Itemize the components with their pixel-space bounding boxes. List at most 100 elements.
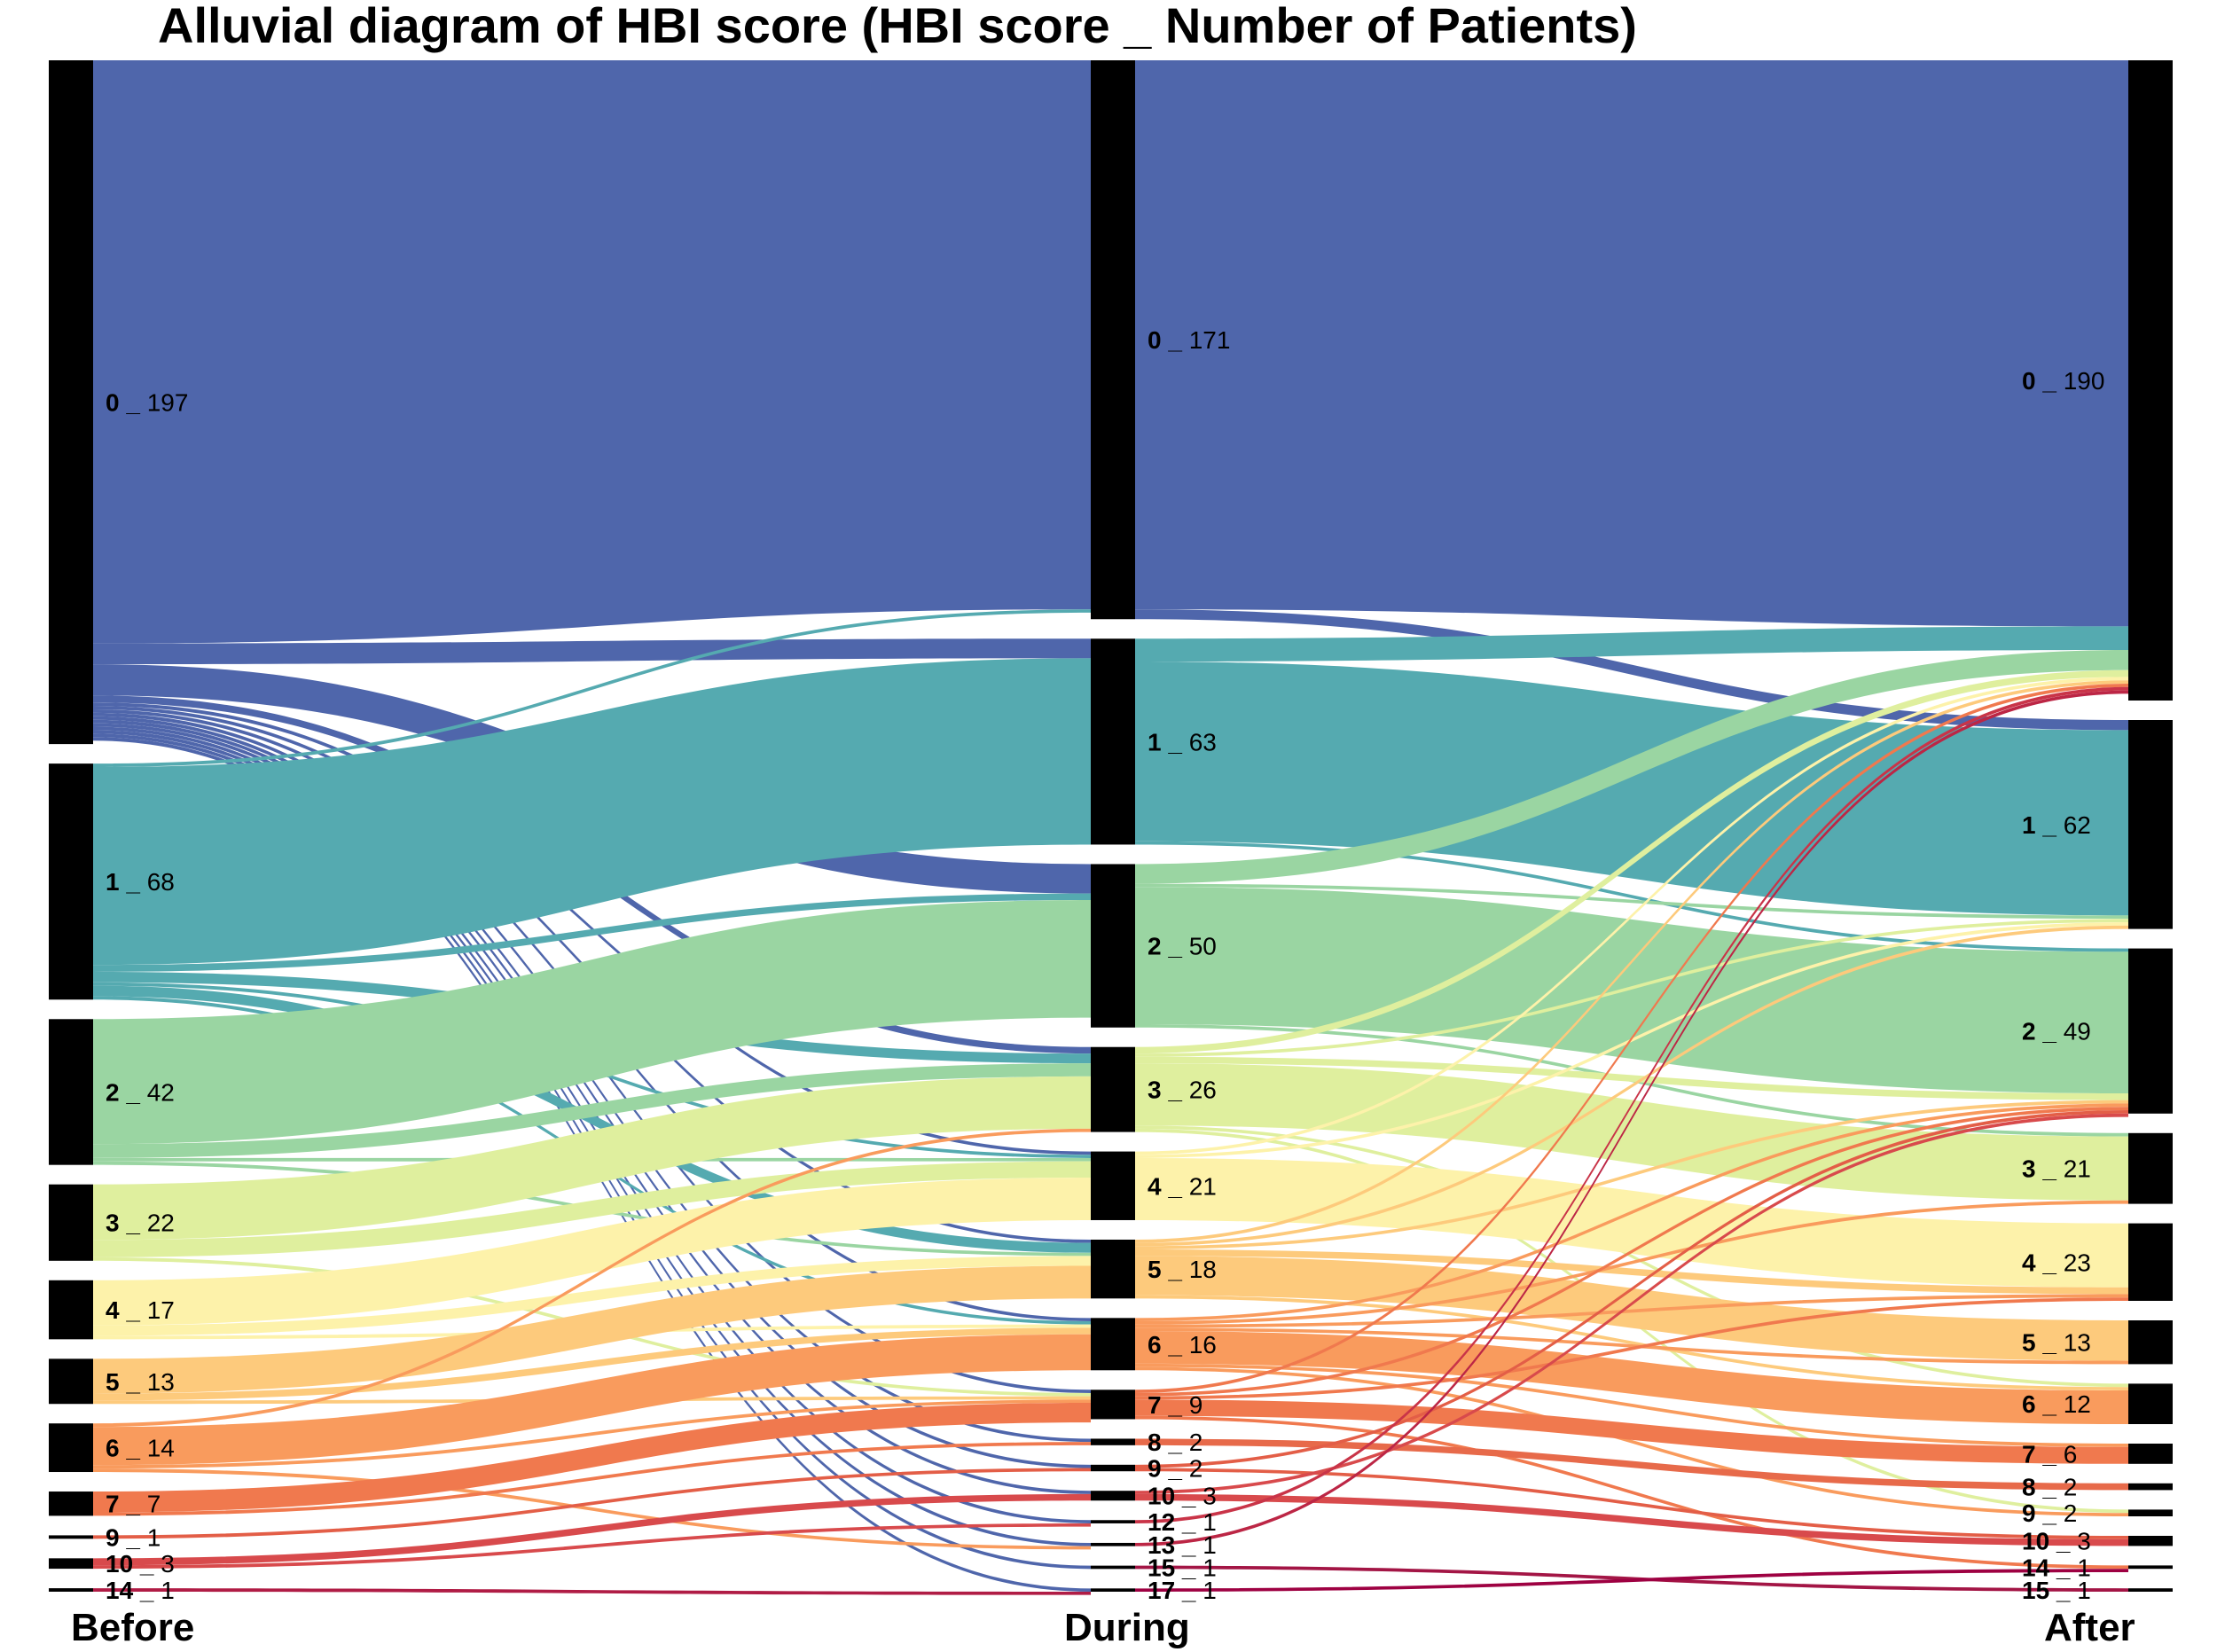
flow-during-after-5-to-0 <box>1135 680 2128 1243</box>
node-count-during-0: 171 <box>1189 326 1231 354</box>
node-after-1 <box>2128 720 2173 929</box>
node-label-during-0: 0 _ 171 <box>1148 326 1230 354</box>
node-during-13 <box>1091 1542 1135 1546</box>
node-score-during-0: 0 _ <box>1148 326 1189 354</box>
node-label-before-5: 5 _ 13 <box>106 1368 175 1396</box>
flow-before-during-0-to-1 <box>93 638 1091 665</box>
flow-before-during-6-to-6 <box>93 1334 1091 1466</box>
node-score-after-6: 6 _ <box>2022 1390 2064 1418</box>
node-label-before-3: 3 _ 22 <box>106 1210 175 1237</box>
node-before-2 <box>49 1019 93 1165</box>
node-label-during-7: 7 _ 9 <box>1148 1391 1203 1419</box>
node-before-10 <box>49 1558 93 1570</box>
node-count-after-15: 1 <box>2077 1577 2091 1604</box>
flow-during-after-10-to-10 <box>1135 1493 2128 1546</box>
node-label-after-9: 9 _ 2 <box>2022 1499 2077 1527</box>
flow-before-during-3-to-3 <box>93 1076 1091 1241</box>
node-label-during-17: 17 _ 1 <box>1148 1577 1217 1604</box>
flow-before-during-7-to-8 <box>93 1442 1091 1516</box>
node-score-before-2: 2 _ <box>106 1078 147 1106</box>
node-during-8 <box>1091 1438 1135 1445</box>
node-count-during-4: 21 <box>1189 1172 1217 1200</box>
node-count-after-6: 12 <box>2064 1390 2091 1418</box>
node-after-8 <box>2128 1483 2173 1491</box>
node-score-after-15: 15 _ <box>2022 1577 2077 1604</box>
flow-before-during-0-to-0 <box>93 60 1091 644</box>
node-after-2 <box>2128 948 2173 1114</box>
node-before-4 <box>49 1280 93 1340</box>
flows-layer <box>93 60 2128 1595</box>
flow-before-during-6-to-7 <box>93 1399 1091 1469</box>
node-score-during-9: 9 _ <box>1148 1455 1189 1483</box>
node-during-0 <box>1091 60 1135 620</box>
node-before-9 <box>49 1535 93 1539</box>
flow-during-after-7-to-14 <box>1135 1415 2128 1570</box>
node-after-15 <box>2128 1588 2173 1592</box>
node-label-during-2: 2 _ 50 <box>1148 933 1217 960</box>
flow-during-after-9-to-10 <box>1135 1468 2128 1539</box>
node-score-after-14: 14 _ <box>2022 1554 2077 1581</box>
node-label-after-10: 10 _ 3 <box>2022 1528 2091 1555</box>
node-count-before-4: 17 <box>147 1296 175 1324</box>
node-count-before-5: 13 <box>147 1368 175 1396</box>
flow-during-after-2-to-1 <box>1135 883 2128 920</box>
node-count-after-1: 62 <box>2064 811 2091 839</box>
node-count-during-12: 1 <box>1203 1508 1217 1536</box>
flow-before-during-2-to-3 <box>93 1063 1091 1158</box>
stage-label-after: After <box>2044 1606 2135 1649</box>
node-count-before-1: 68 <box>147 868 175 896</box>
flow-during-after-6-to-4 <box>1135 1294 2128 1328</box>
flow-during-after-7-to-7 <box>1135 1399 2128 1464</box>
node-label-during-15: 15 _ 1 <box>1148 1554 1217 1581</box>
flow-before-during-2-to-2 <box>93 900 1091 1145</box>
node-score-before-3: 3 _ <box>106 1210 147 1237</box>
flow-during-after-5-to-2 <box>1135 1100 2128 1250</box>
chart-title: Alluvial diagram of HBI score (HBI score… <box>158 0 1637 53</box>
node-label-after-4: 4 _ 23 <box>2022 1249 2091 1276</box>
flow-before-during-5-to-5 <box>93 1265 1091 1394</box>
node-label-before-9: 9 _ 1 <box>106 1523 161 1551</box>
node-during-3 <box>1091 1046 1135 1132</box>
flow-during-after-2-to-2 <box>1135 887 2128 1093</box>
node-label-after-7: 7 _ 6 <box>2022 1440 2077 1468</box>
flow-before-during-0-to-9 <box>93 719 1091 1468</box>
node-after-0 <box>2128 60 2173 701</box>
flow-before-during-3-to-4 <box>93 1161 1091 1257</box>
flow-before-during-10-to-12 <box>93 1523 1091 1570</box>
node-count-during-13: 1 <box>1203 1531 1217 1559</box>
node-after-14 <box>2128 1565 2173 1570</box>
node-during-6 <box>1091 1318 1135 1371</box>
node-after-5 <box>2128 1320 2173 1365</box>
node-count-during-7: 9 <box>1189 1391 1203 1419</box>
node-score-during-4: 4 _ <box>1148 1172 1189 1200</box>
flow-before-during-14-to-17 <box>93 1588 1091 1595</box>
node-score-during-6: 6 _ <box>1148 1331 1189 1358</box>
node-score-during-2: 2 _ <box>1148 933 1189 960</box>
node-during-17 <box>1091 1588 1135 1592</box>
node-label-before-2: 2 _ 42 <box>106 1078 175 1106</box>
flow-before-during-6-to-3 <box>93 1128 1091 1428</box>
flow-during-after-1-to-0 <box>1135 626 2128 662</box>
flow-during-after-3-to-6 <box>1135 1125 2128 1388</box>
node-score-during-7: 7 _ <box>1148 1391 1189 1419</box>
node-count-during-17: 1 <box>1203 1577 1217 1604</box>
node-during-2 <box>1091 864 1135 1028</box>
node-score-during-8: 8 _ <box>1148 1429 1189 1456</box>
flow-during-after-6-to-6 <box>1135 1331 2128 1424</box>
node-during-15 <box>1091 1565 1135 1570</box>
node-before-5 <box>49 1358 93 1405</box>
flow-during-after-12-to-0 <box>1135 686 2128 1523</box>
node-score-after-4: 4 _ <box>2022 1249 2064 1276</box>
flow-during-after-4-to-0 <box>1135 677 2128 1155</box>
node-during-10 <box>1091 1491 1135 1501</box>
node-score-during-3: 3 _ <box>1148 1077 1189 1104</box>
node-during-1 <box>1091 638 1135 845</box>
flow-before-during-6-to-13 <box>93 1468 1091 1550</box>
flow-during-after-10-to-2 <box>1135 1113 2128 1494</box>
node-after-4 <box>2128 1223 2173 1301</box>
node-label-after-14: 14 _ 1 <box>2022 1554 2091 1581</box>
node-score-during-13: 13 _ <box>1148 1531 1203 1559</box>
node-score-after-7: 7 _ <box>2022 1440 2064 1468</box>
node-score-before-0: 0 _ <box>106 389 147 417</box>
